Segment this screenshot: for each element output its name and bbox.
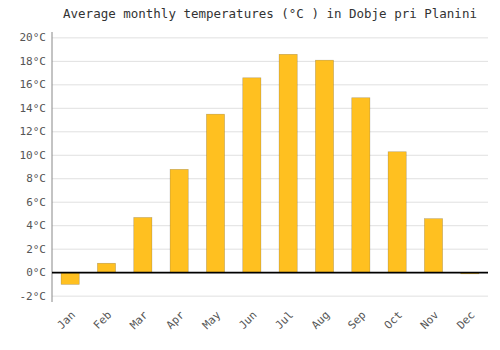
grid-line bbox=[52, 296, 488, 297]
y-tick-label: 0°C bbox=[26, 266, 46, 279]
grid-line bbox=[52, 272, 488, 273]
grid-line bbox=[52, 61, 488, 62]
y-tick-label: 14°C bbox=[20, 102, 47, 115]
grid-line bbox=[52, 155, 488, 156]
x-axis: Jan Feb Mar Apr May Jun Jul Aug Sep Oct Nov Dec bbox=[55, 308, 478, 332]
x-tick-label: Jan bbox=[55, 309, 78, 332]
grid-line bbox=[52, 131, 488, 132]
x-tick-label: Aug bbox=[309, 309, 332, 332]
x-tick-label: Mar bbox=[127, 308, 151, 332]
y-tick-label: 12°C bbox=[20, 125, 47, 138]
grid-line bbox=[52, 202, 488, 203]
x-tick-label: Feb bbox=[91, 309, 114, 332]
y-tick-label: -2°C bbox=[20, 290, 47, 303]
grid bbox=[52, 38, 488, 296]
x-tick-label: Dec bbox=[454, 309, 477, 332]
y-tick-label: 6°C bbox=[26, 196, 46, 209]
grid-line bbox=[52, 178, 488, 179]
bar bbox=[243, 78, 261, 273]
x-tick-label: Jun bbox=[236, 309, 259, 332]
grid-line bbox=[52, 84, 488, 85]
bar bbox=[61, 273, 79, 285]
bar bbox=[279, 54, 297, 272]
y-tick-label: 20°C bbox=[20, 31, 47, 44]
bar bbox=[170, 169, 188, 272]
bar bbox=[424, 219, 442, 273]
bar bbox=[206, 114, 224, 272]
y-tick-label: 2°C bbox=[26, 243, 46, 256]
bar bbox=[315, 60, 333, 272]
grid-line bbox=[52, 249, 488, 250]
y-tick-label: 8°C bbox=[26, 172, 46, 185]
x-tick-label: Apr bbox=[164, 308, 188, 332]
baseline bbox=[52, 272, 488, 274]
bar bbox=[97, 263, 115, 272]
chart: -2°C 0°C 2°C 4°C 6°C 8°C 10°C 12°C 14°C 16°C 18°C 2… bbox=[0, 0, 500, 350]
y-tick-label: 16°C bbox=[20, 78, 47, 91]
bars bbox=[61, 54, 479, 284]
x-tick-label: Oct bbox=[382, 309, 405, 332]
x-tick-label: Jul bbox=[273, 309, 296, 332]
y-tick-label: 4°C bbox=[26, 219, 46, 232]
x-tick-label: Nov bbox=[418, 308, 442, 332]
y-axis: -2°C 0°C 2°C 4°C 6°C 8°C 10°C 12°C 14°C 16°C 18°C 2… bbox=[20, 31, 47, 302]
y-tick-label: 18°C bbox=[20, 55, 47, 68]
grid-line bbox=[52, 37, 488, 38]
chart-container: -2°C 0°C 2°C 4°C 6°C 8°C 10°C 12°C 14°C 16°C 18°C 2… bbox=[0, 0, 500, 350]
grid-line bbox=[52, 108, 488, 109]
x-tick-label: Sep bbox=[345, 309, 368, 332]
bar bbox=[352, 98, 370, 273]
x-tick-label: May bbox=[200, 308, 224, 332]
y-tick-label: 10°C bbox=[20, 149, 47, 162]
grid-line bbox=[52, 225, 488, 226]
bar bbox=[134, 217, 152, 272]
title: Average monthly temperatures (°C ) in Do… bbox=[63, 6, 477, 21]
y-axis-line bbox=[52, 32, 53, 302]
bar bbox=[388, 152, 406, 273]
